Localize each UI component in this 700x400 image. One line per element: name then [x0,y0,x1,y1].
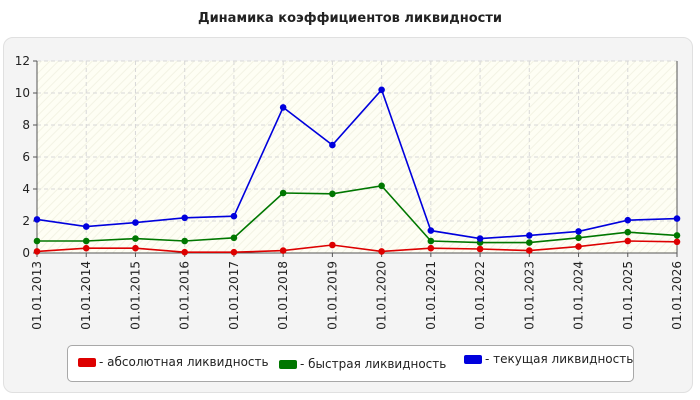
x-tick-label: 01.01.2016 [178,261,192,330]
data-point-1 [132,235,139,242]
data-point-2 [526,232,533,239]
data-point-0 [624,237,632,245]
data-point-2 [476,235,484,242]
x-tick-label: 01.01.2017 [227,261,241,330]
x-tick-label: 01.01.2024 [572,261,586,330]
data-point-2 [329,141,336,149]
data-point-0 [181,248,188,256]
legend-item-current: - текущая ликвидность [464,352,633,366]
data-point-0 [575,243,582,250]
data-point-2 [427,227,435,234]
series-group [33,86,681,256]
y-tick-label: 12 [15,54,30,68]
grid-lines [37,60,677,253]
data-point-0 [476,245,484,253]
data-point-1 [181,237,188,245]
data-point-2 [624,216,632,224]
x-tick-label: 01.01.2013 [30,261,44,330]
series-line-2 [36,88,678,240]
data-point-0 [82,244,90,252]
y-tick-label: 6 [22,150,30,164]
data-point-0 [427,244,435,252]
chart-title: Динамика коэффициентов ликвидности [198,11,502,26]
x-tick-label: 01.01.2015 [128,261,142,330]
x-tick-label: 01.01.2022 [473,261,487,330]
legend-item-quick: - быстрая ликвидность [279,357,446,371]
x-tick-label: 01.01.2019 [325,261,339,330]
data-point-2 [181,214,188,222]
x-tick-label: 01.01.2025 [621,261,635,330]
data-point-1 [575,234,582,242]
data-point-1 [33,237,41,245]
data-point-0 [378,248,385,255]
x-tick-label: 01.01.2018 [276,261,290,330]
data-point-0 [673,238,681,246]
data-point-1 [624,228,632,236]
y-tick-label: 0 [22,246,30,260]
y-tick-labels: 0 2 4 6 8 10 12 [15,54,30,260]
y-tick-label: 10 [15,86,30,100]
x-tick-label: 01.01.2020 [375,261,389,330]
data-point-0 [329,241,336,249]
x-tick-labels: 01.01.2013 01.01.2014 01.01.2015 01.01.2016… [30,261,684,330]
data-point-1 [378,182,385,190]
data-point-0 [526,247,533,254]
data-point-1 [427,237,435,245]
data-point-2 [575,228,582,235]
y-tick-label: 8 [22,118,30,132]
data-point-2 [378,86,385,94]
legend-label-absolute: - абсолютная ликвидность [99,355,269,369]
legend-label-quick: - быстрая ликвидность [300,357,447,371]
data-point-2 [132,219,139,226]
legend-swatch-quick [279,359,297,369]
data-point-2 [82,223,90,230]
series-line-0 [36,240,678,253]
x-tick-label: 01.01.2026 [670,261,684,330]
legend-label-current: - текущая ликвидность [485,352,634,366]
data-point-2 [279,104,287,111]
data-point-0 [279,247,287,254]
x-tick-label: 01.01.2014 [79,261,93,330]
y-tick-label: 4 [22,182,30,196]
legend: - абсолютная ликвидность - быстрая ликви… [67,345,634,382]
data-point-2 [33,216,41,223]
data-point-2 [230,212,238,220]
y-tick-label: 2 [22,214,30,228]
data-point-1 [329,190,336,198]
data-point-1 [673,232,681,239]
data-point-1 [526,239,533,246]
data-point-0 [230,248,238,256]
series-line-1 [37,184,678,244]
legend-swatch-absolute [78,357,96,367]
x-tick-label: 01.01.2021 [424,261,438,330]
legend-item-absolute: - абсолютная ликвидность [78,355,269,369]
data-point-1 [279,189,287,197]
x-tick-label: 01.01.2023 [522,261,536,330]
data-point-2 [673,215,681,222]
data-point-1 [82,237,90,245]
data-point-0 [132,244,139,252]
data-point-0 [33,248,41,255]
data-point-1 [230,234,238,242]
legend-swatch-current [464,354,482,364]
